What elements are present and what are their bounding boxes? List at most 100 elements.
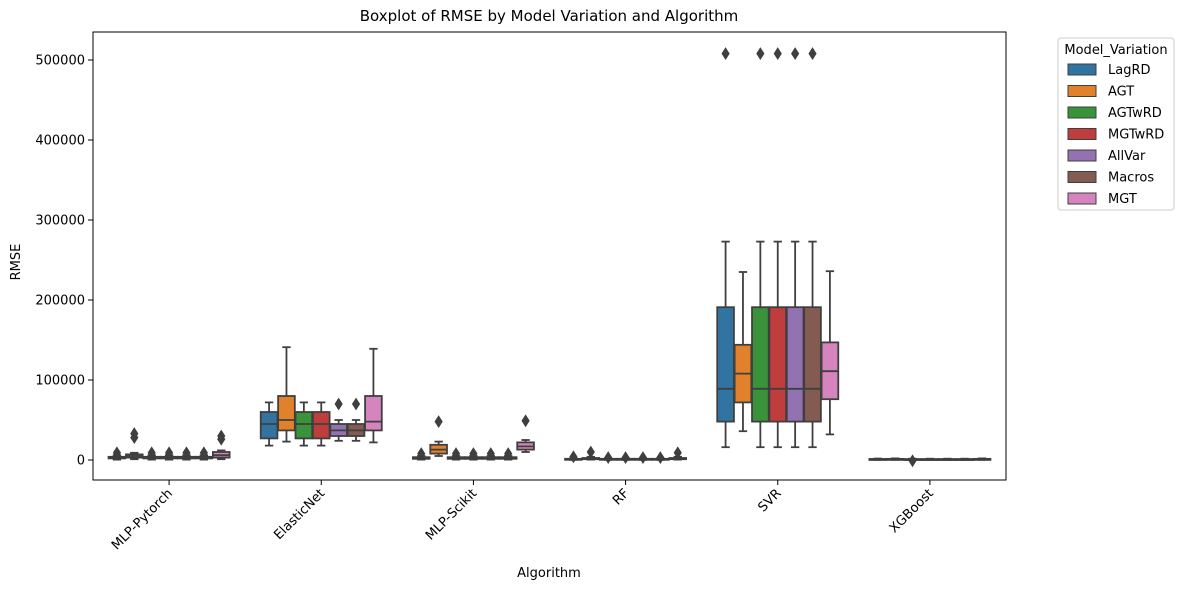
legend-label-AGT: AGT <box>1108 85 1134 100</box>
box-AllVar-ElasticNet <box>329 397 348 442</box>
box-MGTwRD-SVR <box>768 47 787 449</box>
legend-swatch-MGTwRD <box>1067 128 1097 140</box>
box-Macros-MLP-Pytorch <box>194 446 214 461</box>
outlier-point <box>586 445 595 459</box>
box-AGT-MLP-Scikit <box>429 415 448 457</box>
outlier-point <box>604 451 613 465</box>
box-AllVar-RF <box>633 451 653 465</box>
outlier-point <box>199 446 208 460</box>
legend-label-MGTwRD: MGTwRD <box>1108 128 1164 143</box>
box-MGT-RF <box>668 446 688 461</box>
box-LagRD-ElasticNet <box>259 401 279 447</box>
box-Macros-RF <box>651 451 670 465</box>
box-MGT-MLP-Pytorch <box>212 429 231 461</box>
box-AGT-XGBoost <box>885 457 905 461</box>
outlier-point <box>417 447 426 461</box>
outlier-point <box>434 415 443 429</box>
box-AGTwRD-MLP-Scikit <box>446 447 466 461</box>
outlier-point <box>486 447 495 461</box>
legend-swatch-LagRD <box>1067 63 1097 76</box>
legend-label-AllVar: AllVar <box>1108 149 1146 164</box>
outlier-point <box>217 429 226 443</box>
box-AGTwRD-RF <box>598 451 618 465</box>
x-tick-label: ElasticNet <box>271 486 328 543</box>
box-AllVar-MLP-Pytorch <box>177 446 196 461</box>
legend-label-AGTwRD: AGTwRD <box>1108 106 1162 121</box>
legend-title: Model_Variation <box>1064 43 1167 58</box>
box-MGTwRD-XGBoost <box>920 457 940 461</box>
outlier-point <box>334 397 343 411</box>
iqr-box <box>751 306 770 423</box>
outlier-point <box>182 446 191 460</box>
box-MGTwRD-RF <box>616 451 635 465</box>
y-tick-label: 500000 <box>35 54 85 69</box>
box-AGT-RF <box>581 445 601 461</box>
x-tick-label: XGBoost <box>887 486 937 536</box>
box-Macros-ElasticNet <box>346 397 366 442</box>
box-AllVar-XGBoost <box>938 457 957 461</box>
box-AGTwRD-MLP-Pytorch <box>142 446 161 461</box>
outlier-point <box>756 47 765 61</box>
outlier-point <box>147 446 156 460</box>
outlier-point <box>112 446 122 460</box>
box-AGT-ElasticNet <box>277 346 296 443</box>
chart-title: Boxplot of RMSE by Model Variation and A… <box>360 7 739 25</box>
box-LagRD-MLP-Pytorch <box>107 446 127 461</box>
box-MGT-MLP-Scikit <box>516 414 535 453</box>
outlier-point <box>638 451 648 465</box>
iqr-box <box>259 411 279 440</box>
x-tick-label: SVR <box>755 486 784 515</box>
legend: Model_Variation LagRD AGT AGTwRD MGTwRD AllV… <box>1057 37 1175 211</box>
box-AGTwRD-XGBoost <box>903 454 922 468</box>
iqr-box <box>312 411 331 440</box>
box-AllVar-SVR <box>785 47 805 449</box>
box-LagRD-XGBoost <box>868 457 887 461</box>
outlier-point <box>351 397 361 411</box>
box-Macros-MLP-Scikit <box>498 447 518 461</box>
outlier-point <box>521 414 530 428</box>
iqr-box <box>803 306 822 423</box>
box-LagRD-SVR <box>716 47 735 449</box>
legend-swatch-MGT <box>1067 192 1097 205</box>
x-tick-label: RF <box>610 486 632 508</box>
legend-label-MGT: MGT <box>1108 192 1137 207</box>
plot-frame <box>92 31 1007 481</box>
y-axis-label: RMSE <box>9 244 24 281</box>
outlier-point <box>451 447 461 461</box>
y-tick-label: 300000 <box>35 214 85 229</box>
outlier-point <box>808 47 817 61</box>
y-tick-label: 200000 <box>35 294 85 309</box>
legend-swatch-AGTwRD <box>1067 106 1097 119</box>
box-AllVar-MLP-Scikit <box>481 447 501 461</box>
box-LagRD-MLP-Scikit <box>411 447 431 461</box>
y-tick-label: 400000 <box>35 134 85 149</box>
outlier-point <box>656 451 665 465</box>
box-AGTwRD-ElasticNet <box>294 401 314 447</box>
outlier-point <box>908 454 917 468</box>
box-AGT-SVR <box>733 271 753 433</box>
outlier-point <box>773 47 782 61</box>
y-tick-label: 100000 <box>35 374 85 389</box>
box-MGTwRD-MLP-Scikit <box>464 447 483 461</box>
iqr-box <box>768 306 787 423</box>
box-MGT-XGBoost <box>972 457 992 461</box>
x-tick-label: MLP-Pytorch <box>109 486 176 553</box>
legend-swatch-Macros <box>1067 171 1097 183</box>
outlier-point <box>721 47 730 61</box>
legend-swatch-AllVar <box>1067 149 1097 162</box>
plot-area: 0 100000 200000 300000 400000 500000 MLP-Pytor… <box>35 31 1007 553</box>
box-MGTwRD-ElasticNet <box>312 401 331 447</box>
x-tick-label: MLP-Scikit <box>423 486 480 543</box>
outlier-point <box>504 447 513 461</box>
outlier-point <box>621 451 630 465</box>
outlier-point <box>130 427 139 441</box>
box-AGTwRD-SVR <box>751 47 770 449</box>
iqr-box <box>785 306 805 423</box>
legend-label-Macros: Macros <box>1108 171 1154 186</box>
outlier-point <box>673 446 682 460</box>
outlier-point <box>791 47 800 61</box>
legend-swatch-AGT <box>1067 85 1097 97</box>
legend-frame <box>1057 37 1175 211</box>
box-Macros-SVR <box>803 47 822 449</box>
iqr-box <box>716 306 735 423</box>
